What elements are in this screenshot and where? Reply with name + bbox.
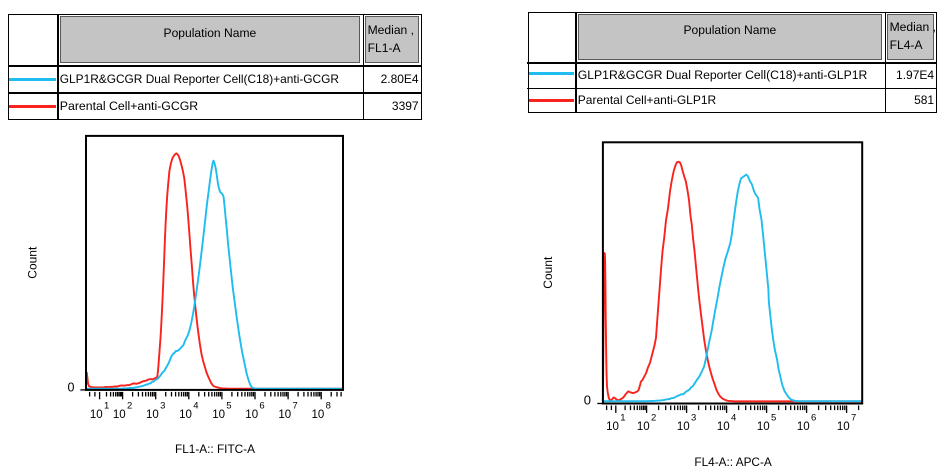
svg-text:8: 8 [326, 401, 331, 412]
svg-text:1: 1 [620, 413, 625, 424]
svg-text:4: 4 [193, 401, 198, 412]
svg-text:Count: Count [26, 246, 40, 279]
svg-text:10: 10 [837, 421, 850, 433]
svg-text:0: 0 [68, 381, 75, 395]
svg-text:6: 6 [259, 401, 264, 412]
svg-text:2: 2 [127, 401, 132, 412]
svg-text:10: 10 [677, 421, 690, 433]
svg-text:Count: Count [541, 256, 555, 289]
svg-text:10: 10 [113, 409, 126, 421]
svg-text:1: 1 [104, 401, 109, 412]
svg-text:2: 2 [651, 413, 656, 424]
svg-text:10: 10 [245, 409, 258, 421]
svg-text:10: 10 [797, 421, 810, 433]
svg-text:5: 5 [771, 413, 776, 424]
svg-text:0: 0 [584, 392, 591, 407]
svg-text:10: 10 [212, 409, 225, 421]
svg-text:5: 5 [226, 401, 231, 412]
svg-text:7: 7 [851, 413, 856, 424]
svg-text:10: 10 [757, 421, 770, 433]
svg-text:3: 3 [691, 413, 696, 424]
svg-text:4: 4 [731, 413, 736, 424]
svg-text:10: 10 [312, 409, 325, 421]
svg-text:6: 6 [811, 413, 816, 424]
svg-text:10: 10 [179, 409, 192, 421]
svg-text:10: 10 [717, 421, 730, 433]
svg-text:3: 3 [160, 401, 165, 412]
svg-text:10: 10 [606, 421, 619, 433]
svg-text:10: 10 [90, 409, 103, 421]
svg-text:7: 7 [293, 401, 298, 412]
svg-text:10: 10 [637, 421, 650, 433]
svg-text:10: 10 [146, 409, 159, 421]
svg-text:10: 10 [278, 409, 291, 421]
